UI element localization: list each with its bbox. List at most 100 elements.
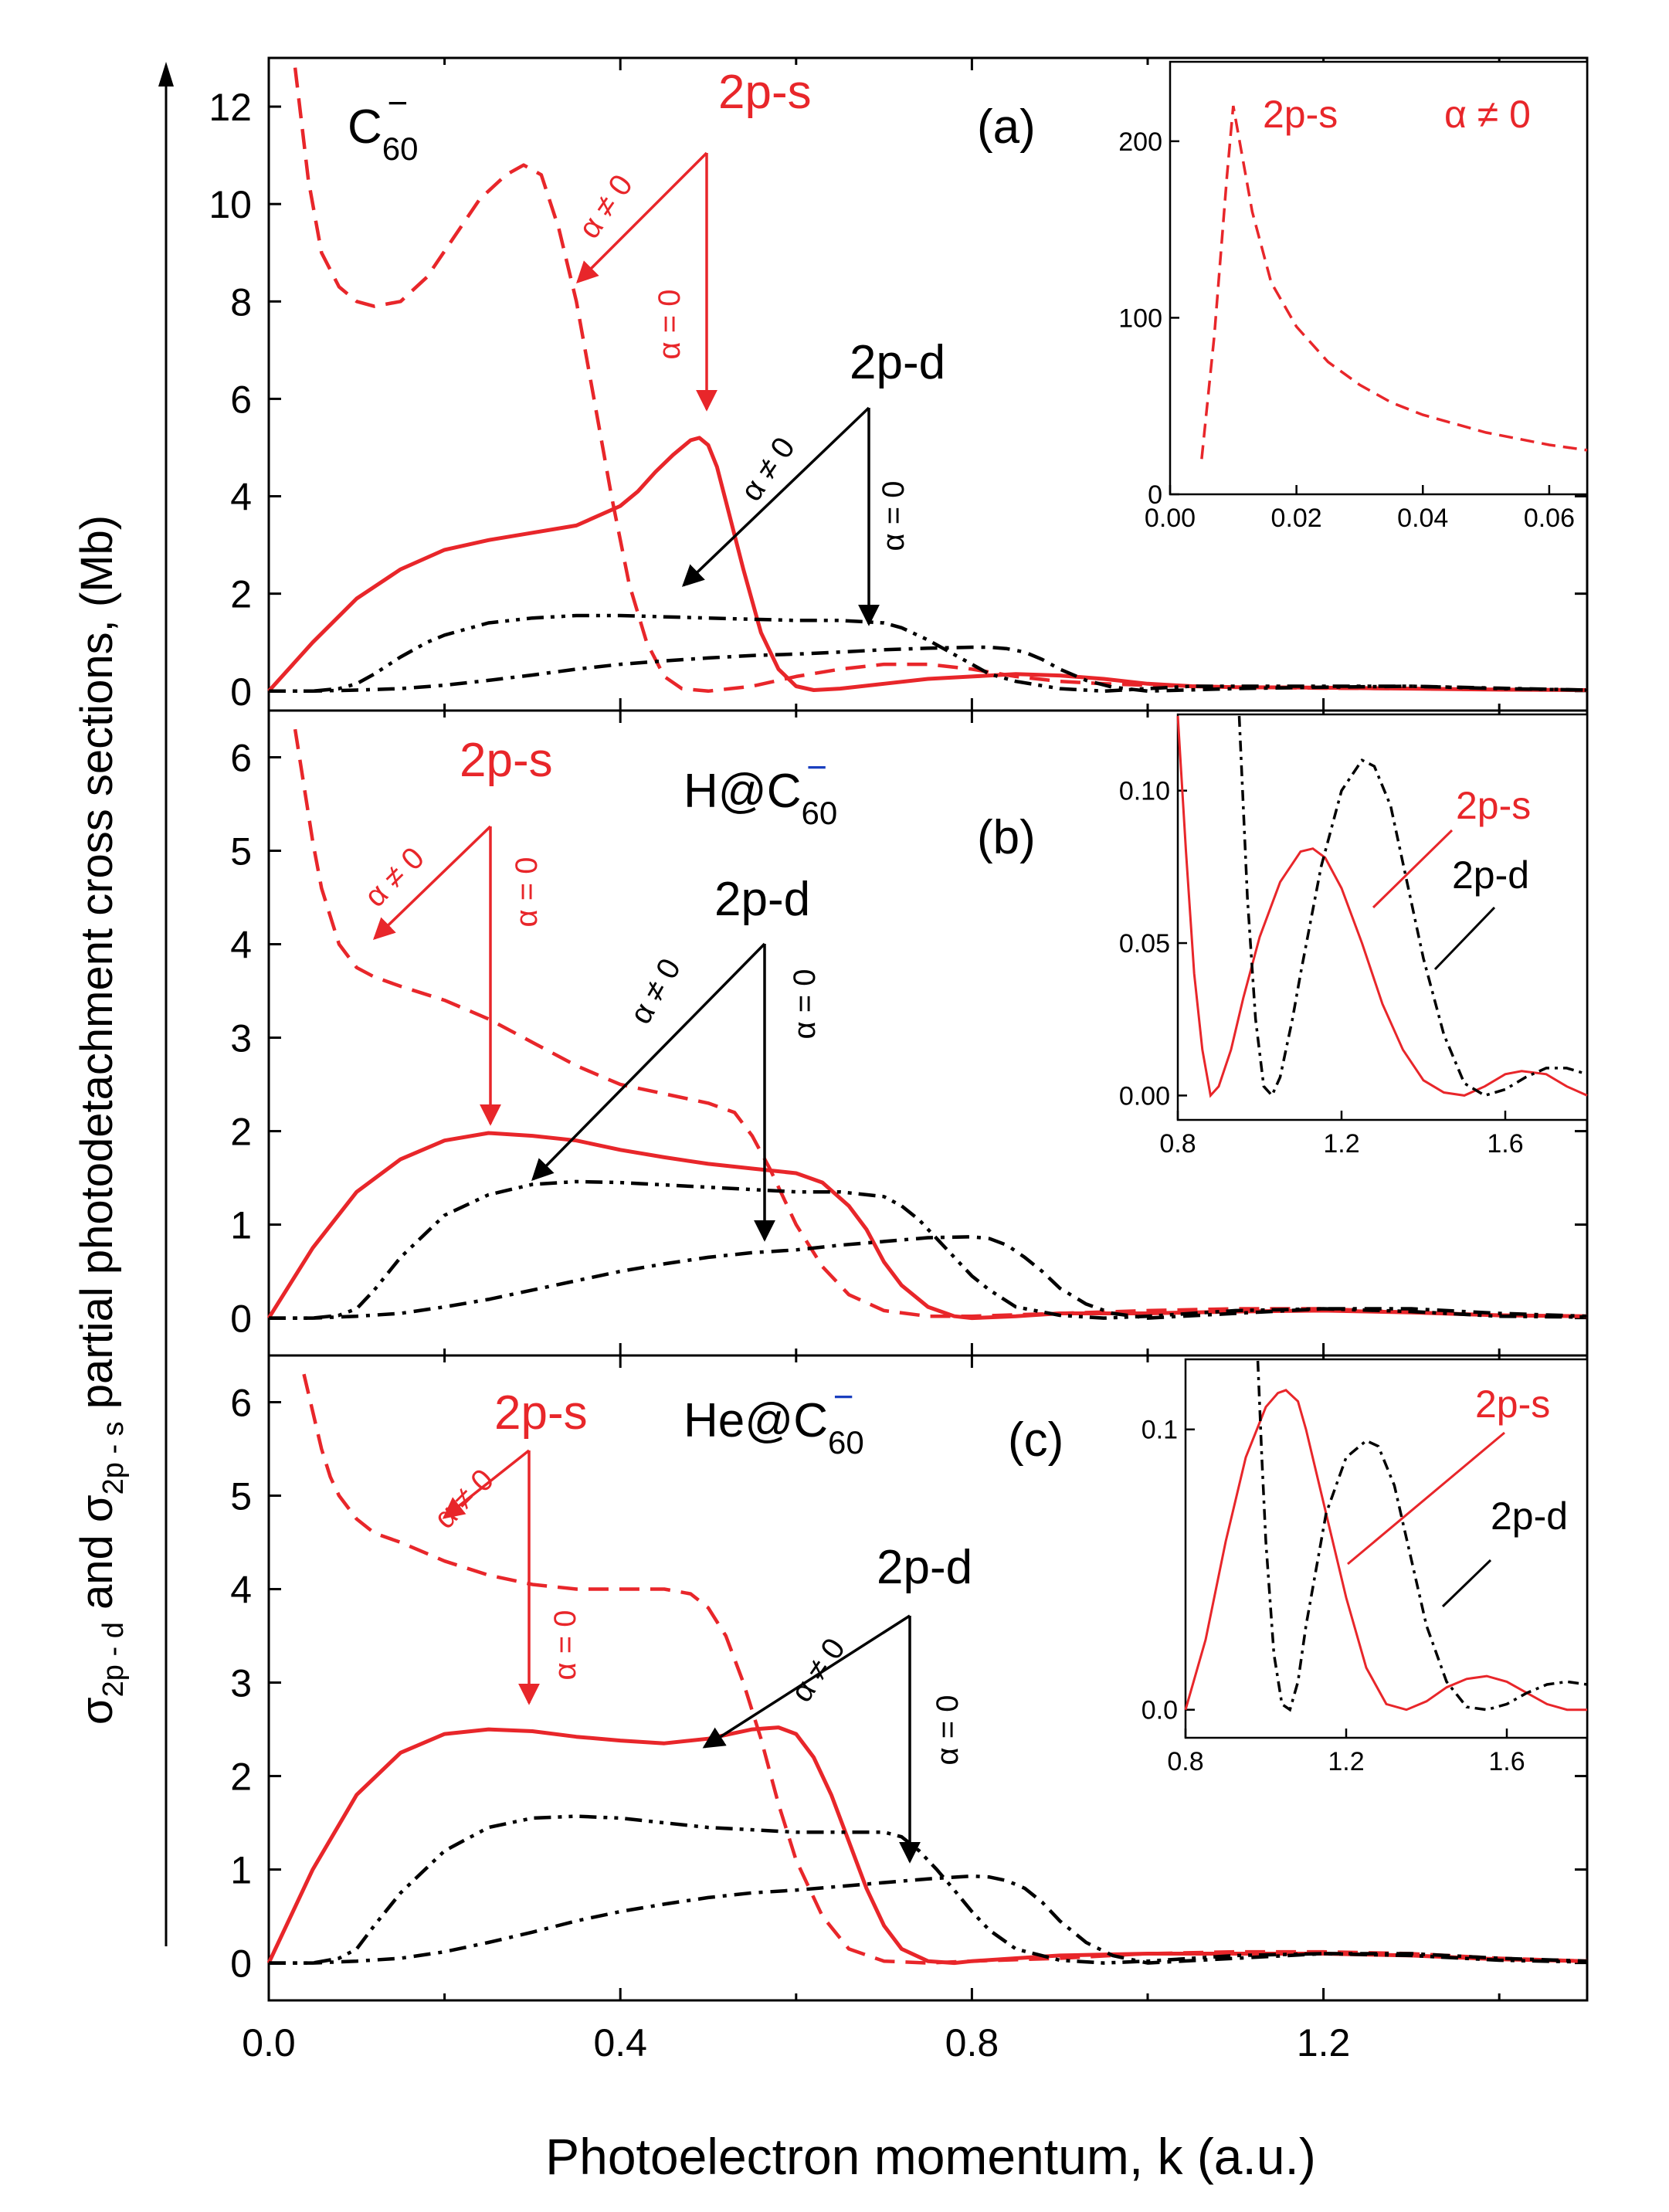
y-tick-label: 5 — [230, 830, 252, 874]
y-axis-label: σ2p - d and σ2p - s partial photodetachm… — [72, 515, 130, 1725]
alpha-neq-d: α ≠ 0 — [734, 431, 802, 507]
y-tick-label: 2 — [230, 1756, 252, 1799]
inset-label-2p-d: 2p-d — [1452, 853, 1529, 897]
inset-series-line-2 — [1237, 715, 1588, 1098]
ylabel-sigma-s: σ — [72, 1494, 122, 1522]
inset-series-line-1 — [1200, 105, 1588, 460]
inset-label-2p-s: 2p-s — [1456, 784, 1531, 827]
ylabel-rest: partial photodetachment cross sections, … — [72, 515, 122, 1421]
inset-frame — [1184, 1358, 1589, 1739]
molecule-sup: − — [833, 1376, 854, 1416]
inset-y-tick-label: 200 — [1118, 127, 1162, 157]
series-line-1 — [293, 728, 1588, 1318]
series-line-4 — [269, 1235, 1588, 1320]
alpha-eq-d: α = 0 — [877, 481, 911, 551]
arrow-2p-s-alpha-neq — [442, 1449, 531, 1519]
y-tick-label: 0 — [230, 670, 252, 714]
inset-x-tick-label: 1.2 — [1328, 1747, 1364, 1776]
inset-label-2p-s: 2p-s — [1475, 1382, 1550, 1426]
inset-pointer-d — [1433, 906, 1496, 971]
ylabel-sub-s: 2p - s — [97, 1421, 130, 1494]
y-tick-label: 6 — [230, 1382, 252, 1425]
inset-pointer-d — [1441, 1559, 1492, 1608]
alpha-eq-s: α = 0 — [653, 290, 687, 360]
inset-series-line-1 — [1184, 1389, 1587, 1712]
series-line-1 — [302, 1373, 1588, 1965]
inset-3: 0.8 1.2 1.6 0.0 0.1 2p-s 2p-d — [1142, 1358, 1589, 1776]
alpha-neq-s: α ≠ 0 — [572, 168, 639, 245]
y-tick-label: 2 — [230, 1111, 252, 1154]
ylabel-arrow-head — [158, 62, 174, 87]
inset-y-tick-label: 0.05 — [1119, 929, 1170, 958]
y-tick-label: 1 — [230, 1849, 252, 1892]
arrow-2p-d-alpha-neq — [531, 942, 766, 1181]
inset-x-tick-label: 0.8 — [1159, 1129, 1196, 1159]
series-line-2 — [267, 436, 1588, 693]
arrow-2p-s-alpha-neq — [576, 151, 708, 283]
inset-frame — [1176, 713, 1589, 1121]
y-tick-label: 4 — [230, 476, 252, 519]
alpha-neq-s: α ≠ 0 — [428, 1463, 500, 1535]
series-line-1 — [293, 67, 1588, 694]
ylabel-sigma-d: σ — [72, 1697, 122, 1725]
inset-pointer-s — [1372, 829, 1454, 909]
molecule-base: C — [348, 100, 382, 154]
alpha-neq-d: α ≠ 0 — [785, 1632, 852, 1708]
inset-y-tick-label: 0.0 — [1142, 1696, 1178, 1725]
y-tick-label: 10 — [209, 183, 252, 226]
y-tick-label: 8 — [230, 280, 252, 324]
label-2p-d: 2p-d — [877, 1541, 972, 1594]
y-tick-label: 6 — [230, 378, 252, 421]
inset-x-tick-label: 1.2 — [1323, 1129, 1359, 1159]
inset-y-tick-label: 100 — [1118, 304, 1162, 333]
inset-pointer-s — [1347, 1431, 1505, 1566]
panel-2: 0 1 2 3 4 5 6 H@C60 − (b) 2p-s α ≠ 0 α = 0 2p-d α ≠ 0 α… — [230, 709, 1589, 1357]
alpha-eq-d: α = 0 — [788, 969, 822, 1040]
ylabel-sub-d: 2p - d — [97, 1622, 130, 1697]
series-line-2 — [266, 1131, 1588, 1321]
arrow-2p-s-alpha-neq — [372, 825, 492, 940]
molecule-sub: 60 — [828, 1424, 864, 1461]
inset-y-tick-label: 0.00 — [1119, 1081, 1170, 1111]
label-2p-s: 2p-s — [460, 734, 553, 787]
x-tick-label: 0.8 — [945, 2021, 999, 2064]
series-line-4 — [269, 1874, 1588, 1965]
y-tick-label: 3 — [230, 1662, 252, 1705]
inset-x-tick-label: 1.6 — [1487, 1129, 1523, 1159]
alpha-eq-s: α = 0 — [548, 1610, 582, 1681]
x-tick-label: 0.0 — [242, 2021, 296, 2064]
inset-x-tick-label: 0.00 — [1145, 504, 1196, 533]
label-2p-s: 2p-s — [718, 66, 812, 119]
x-tick-label: 1.2 — [1297, 2021, 1351, 2064]
y-tick-label: 3 — [230, 1017, 252, 1060]
y-tick-label: 0 — [230, 1942, 252, 1986]
series-line-3 — [269, 613, 1588, 694]
inset-series-line-1 — [1176, 715, 1588, 1098]
x-axis-label: Photoelectron momentum, k (a.u.) — [545, 2128, 1316, 2185]
y-tick-label: 4 — [230, 924, 252, 967]
inset-x-tick-label: 0.06 — [1524, 504, 1575, 533]
y-tick-label: 2 — [230, 573, 252, 616]
alpha-neq-d: α ≠ 0 — [623, 953, 687, 1030]
ylabel-and: and — [72, 1522, 122, 1622]
arrow-2p-d-alpha-neq — [681, 406, 870, 587]
inset-series-line-2 — [1256, 1360, 1588, 1712]
inset-x-tick-label: 0.8 — [1167, 1747, 1203, 1776]
inset-x-tick-label: 0.02 — [1271, 504, 1322, 533]
inset-label-2p-d: 2p-d — [1491, 1494, 1568, 1538]
y-tick-label: 4 — [230, 1569, 252, 1612]
y-tick-label: 6 — [230, 737, 252, 780]
x-tick-label: 0.4 — [593, 2021, 647, 2064]
panel-label: (a) — [977, 100, 1036, 154]
molecule-sub: 60 — [382, 131, 419, 167]
inset-y-tick-label: 0.1 — [1142, 1416, 1178, 1445]
inset-label-2p-s: 2p-s — [1263, 93, 1338, 136]
molecule-sup: − — [388, 83, 409, 123]
inset-y-tick-label: 0 — [1148, 480, 1162, 510]
molecule-sub: 60 — [802, 795, 838, 831]
y-tick-label: 5 — [230, 1475, 252, 1518]
alpha-eq-d: α = 0 — [931, 1695, 965, 1766]
molecule-base: H@C — [684, 765, 802, 818]
